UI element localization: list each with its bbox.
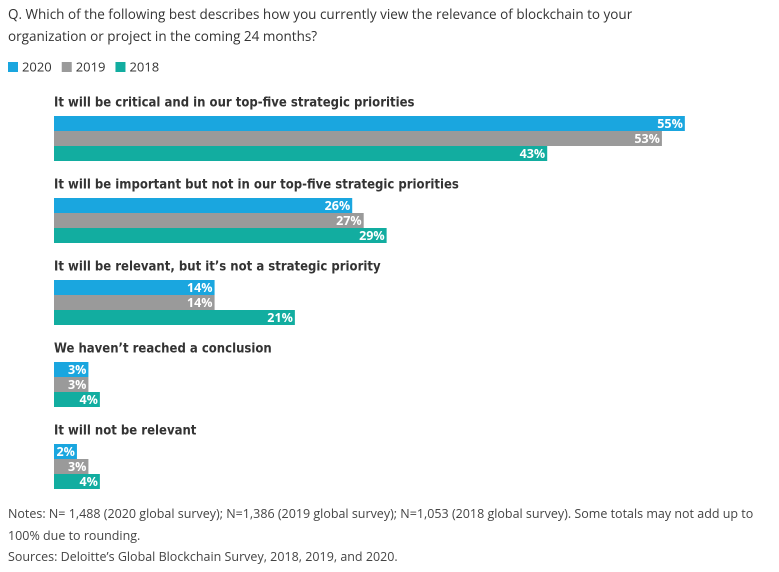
value-label: 21% [267,309,293,326]
value-label: 3% [68,361,86,378]
bar [54,213,364,228]
bar [54,459,89,474]
value-label: 3% [68,458,86,475]
bar [54,392,100,407]
bar [54,280,215,295]
value-label: 29% [359,227,385,244]
chart: 2020 2019 2018 It will be critical and in o… [8,57,685,490]
bar [54,474,100,489]
legend-label: 2020 [22,57,52,75]
category-label: We haven’t reached a conclusion [54,342,272,357]
bar [54,362,89,377]
bar [54,146,548,161]
chart-title: Q. Which of the following best describes… [8,5,633,45]
bar [54,310,295,325]
legend-swatch [8,62,18,72]
value-label: 4% [79,473,97,490]
category-label: It will be critical and in our top-five … [54,96,415,111]
bar [54,444,77,459]
value-label: 3% [68,376,86,393]
legend-swatch [115,62,126,72]
value-label: 53% [634,130,660,147]
value-label: 14% [187,279,213,296]
bar [54,228,387,243]
legend-swatch [61,62,72,72]
category-label: It will be relevant, but it’s not a stra… [54,260,381,275]
value-label: 2% [57,443,75,460]
value-label: 27% [336,212,362,229]
value-label: 26% [325,197,351,214]
category-label: It will not be relevant [54,424,197,439]
value-label: 4% [79,391,97,408]
legend-label: 2018 [129,57,159,75]
sources: Sources: Deloitte’s Global Blockchain Su… [8,548,398,565]
value-label: 43% [520,145,546,162]
value-label: 14% [187,294,213,311]
category-label: It will be important but not in our top-… [54,178,459,193]
value-label: 55% [657,115,683,132]
legend-label: 2019 [76,57,106,75]
bar [54,295,215,310]
bar [54,116,685,131]
bar [54,131,662,146]
notes: Notes: N= 1,488 (2020 global survey); N=… [8,505,754,544]
bar [54,377,89,392]
bar [54,198,353,213]
